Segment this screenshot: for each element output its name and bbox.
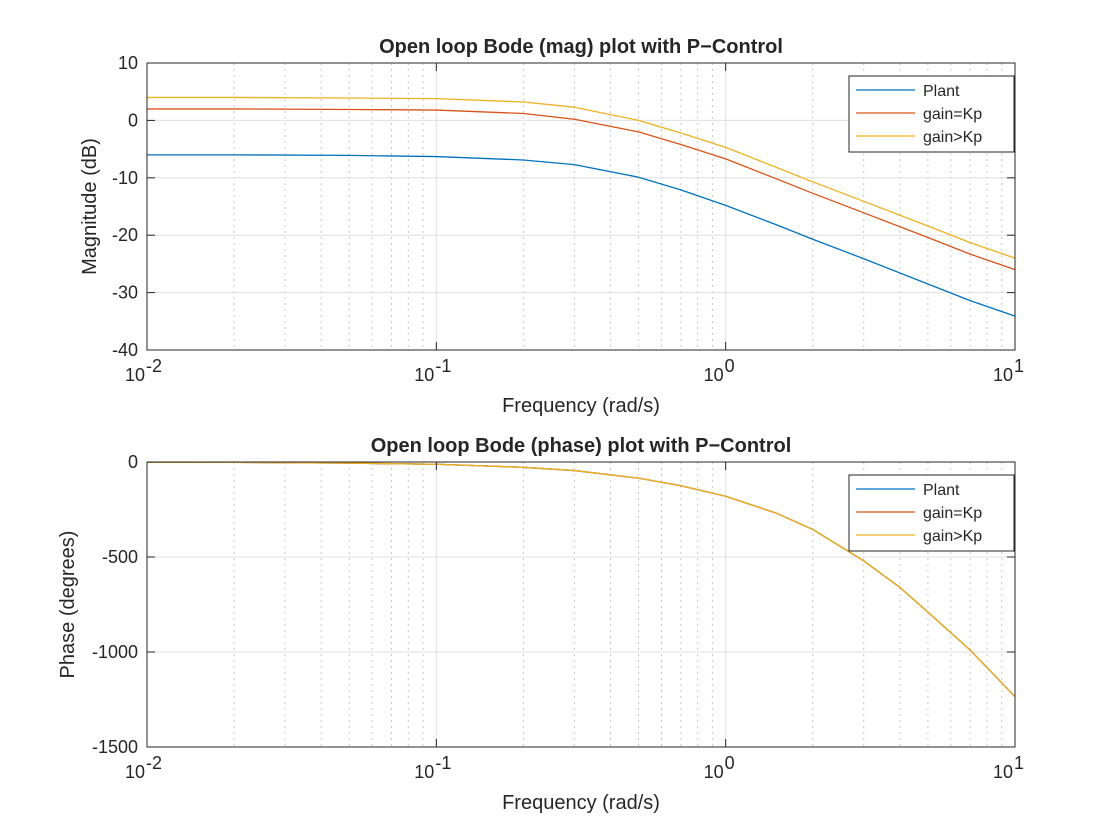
series-lines: [146, 461, 1016, 698]
x-tick-label-exponent: -1: [435, 356, 451, 376]
x-tick-label-exponent: -2: [146, 753, 162, 773]
legend-box: [848, 474, 1015, 552]
y-tick-label: -10: [112, 168, 138, 188]
series-line-gain-kp: [147, 108, 1016, 271]
axes-box: [146, 62, 1016, 351]
series-lines: [147, 96, 1016, 317]
chart-title: Open loop Bode (phase) plot with P−Contr…: [371, 435, 792, 457]
x-tick-label-exponent: -2: [146, 356, 162, 376]
legend-label: gain>Kp: [923, 129, 982, 146]
x-tick-label-base: 10: [704, 762, 724, 782]
x-tick-label-base: 10: [414, 365, 434, 385]
axes-box: [146, 461, 1016, 748]
legend-label: gain=Kp: [923, 505, 982, 522]
legend-label: gain>Kp: [923, 528, 982, 545]
tick-marks: [146, 62, 1016, 351]
x-tick-label-exponent: 0: [725, 753, 735, 773]
legend-label: Plant: [923, 482, 960, 499]
y-tick-label: -1500: [92, 737, 138, 757]
tick-marks: [146, 461, 1016, 748]
y-tick-label: -1000: [92, 642, 138, 662]
x-tick-label-base: 10: [993, 762, 1013, 782]
legend: Plant gain=Kp gain>Kp: [848, 474, 1015, 552]
y-tick-label: 10: [118, 53, 138, 73]
y-tick-label: -40: [112, 340, 138, 360]
x-tick-label-base: 10: [125, 365, 145, 385]
legend-label: Plant: [923, 83, 960, 100]
y-tick-label: -20: [112, 225, 138, 245]
x-tick-label-base: 10: [414, 762, 434, 782]
series-line-gain-kp: [147, 96, 1016, 259]
x-tick-label-exponent: -1: [435, 753, 451, 773]
y-axis-label: Phase (degrees): [57, 531, 79, 679]
legend-label: gain=Kp: [923, 106, 982, 123]
y-tick-label: 0: [128, 110, 138, 130]
legend-box: [848, 75, 1015, 153]
x-tick-label-exponent: 1: [1014, 753, 1024, 773]
legend: Plant gain=Kp gain>Kp: [848, 75, 1015, 153]
y-tick-label: -30: [112, 283, 138, 303]
x-tick-label-exponent: 0: [725, 356, 735, 376]
x-tick-label-exponent: 1: [1014, 356, 1024, 376]
x-tick-label-base: 10: [704, 365, 724, 385]
series-line-gain-kp: [146, 461, 1016, 698]
x-tick-label-base: 10: [993, 365, 1013, 385]
y-tick-label: 0: [128, 452, 138, 472]
x-axis-label: Frequency (rad/s): [502, 792, 660, 814]
x-tick-label-base: 10: [125, 762, 145, 782]
chart-title: Open loop Bode (mag) plot with P−Control: [379, 36, 783, 58]
series-line-plant: [147, 154, 1016, 317]
y-tick-label: -500: [102, 547, 138, 567]
x-axis-label: Frequency (rad/s): [502, 395, 660, 417]
y-axis-label: Magnitude (dB): [79, 138, 101, 275]
